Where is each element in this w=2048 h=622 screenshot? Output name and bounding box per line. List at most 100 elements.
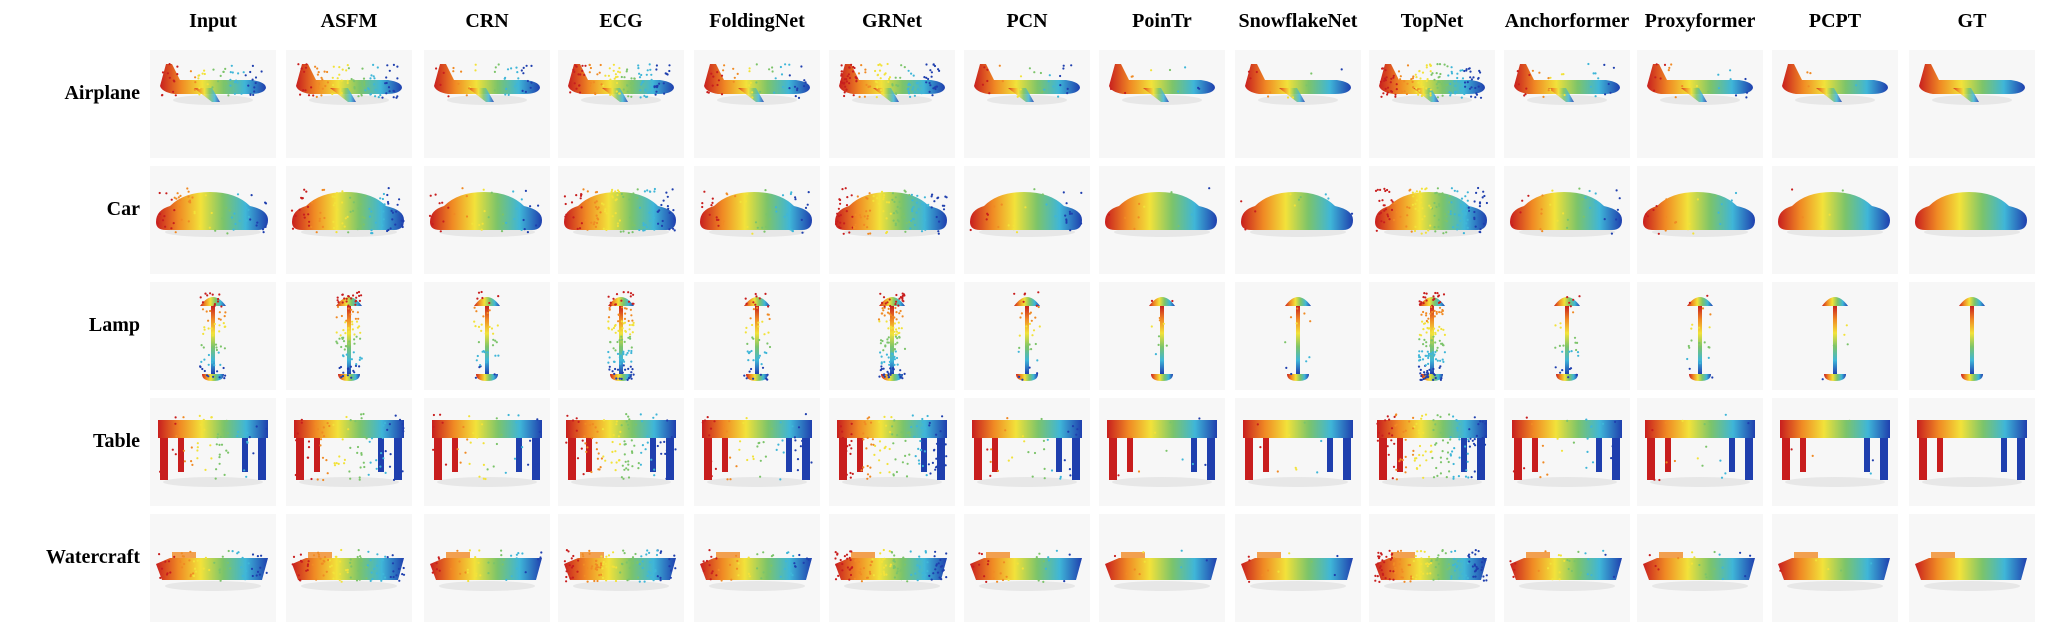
point-cloud-render (1245, 64, 1351, 105)
point-cloud-render (1510, 187, 1622, 237)
result-cell (694, 398, 820, 506)
result-cell (424, 166, 550, 274)
result-cell (1504, 282, 1630, 390)
result-cell (1099, 50, 1225, 158)
result-cell (694, 282, 820, 390)
result-cell (1504, 514, 1630, 622)
point-cloud-render (1643, 191, 1755, 237)
result-cell (964, 166, 1090, 274)
point-cloud-render (1149, 297, 1175, 381)
result-cell (558, 166, 684, 274)
point-cloud-render (1514, 62, 1620, 105)
result-cell (1369, 282, 1495, 390)
point-cloud-render (1105, 549, 1217, 591)
result-cell (1637, 166, 1763, 274)
result-cell (286, 166, 412, 274)
result-cell (150, 50, 276, 158)
point-cloud-render (1379, 63, 1485, 105)
point-cloud-render (199, 292, 227, 381)
point-cloud-render (837, 414, 948, 487)
point-cloud-render (1109, 64, 1215, 105)
point-cloud-render (1243, 420, 1353, 487)
result-cell (558, 282, 684, 390)
point-cloud-render (1915, 552, 2027, 591)
point-cloud-render (834, 187, 948, 237)
point-cloud-render (563, 549, 677, 591)
column-header: Anchorformer (1504, 10, 1630, 32)
result-cell (150, 166, 276, 274)
point-cloud-render (743, 292, 772, 381)
point-cloud-render (1013, 291, 1041, 381)
point-cloud-render (700, 189, 812, 237)
point-cloud-render (568, 63, 674, 105)
result-cell (694, 166, 820, 274)
point-cloud-render (1780, 419, 1890, 487)
result-cell (694, 514, 820, 622)
result-cell (964, 282, 1090, 390)
point-cloud-render (1821, 297, 1849, 381)
point-cloud-render (1241, 552, 1353, 591)
point-cloud-render (294, 412, 405, 487)
point-cloud-render (1645, 413, 1755, 487)
result-cell (1637, 514, 1763, 622)
point-cloud-render (160, 63, 266, 105)
point-cloud-render (1417, 291, 1446, 381)
result-cell (964, 398, 1090, 506)
point-cloud-render (1647, 63, 1753, 105)
column-header: PCN (1006, 10, 1048, 32)
result-cell (1235, 166, 1361, 274)
point-cloud-render (1915, 192, 2027, 237)
result-cell (424, 398, 550, 506)
point-cloud-render (428, 187, 542, 237)
point-cloud-render (434, 63, 540, 105)
point-cloud-render (1778, 188, 1890, 237)
point-cloud-render (335, 290, 363, 381)
point-cloud-render (1917, 420, 2027, 487)
result-cell (1099, 166, 1225, 274)
column-header: GT (1957, 10, 1987, 32)
result-cell (1772, 282, 1898, 390)
point-cloud-render (704, 63, 810, 105)
point-cloud-render (607, 291, 635, 381)
column-header: Input (189, 10, 237, 32)
result-cell (1772, 50, 1898, 158)
result-cell (1099, 282, 1225, 390)
result-cell (1909, 514, 2035, 622)
result-cell (1235, 282, 1361, 390)
point-cloud-render (432, 413, 542, 487)
point-cloud-render (156, 549, 268, 591)
point-cloud-render (1284, 297, 1312, 381)
result-cell (1637, 282, 1763, 390)
point-cloud-render (1778, 552, 1890, 591)
point-cloud-render (1107, 417, 1217, 487)
point-cloud-render (1959, 297, 1985, 381)
point-cloud-render (970, 549, 1082, 591)
result-cell (1909, 282, 2035, 390)
column-header: SnowflakeNet (1238, 10, 1358, 32)
column-header: FoldingNet (709, 10, 805, 32)
column-header: ASFM (320, 10, 378, 32)
result-cell (286, 398, 412, 506)
column-header: Proxyformer (1644, 10, 1756, 32)
result-cell (1504, 50, 1630, 158)
point-cloud-render (473, 290, 500, 381)
result-cell (1235, 514, 1361, 622)
result-cell (1235, 398, 1361, 506)
point-cloud-render (1105, 187, 1217, 237)
result-cell (1099, 514, 1225, 622)
result-cell (829, 398, 955, 506)
result-cell (1637, 50, 1763, 158)
point-cloud-render (1512, 416, 1622, 487)
result-cell (829, 282, 955, 390)
result-cell (558, 398, 684, 506)
result-cell (1772, 514, 1898, 622)
result-cell (1909, 398, 2035, 506)
result-cell (424, 514, 550, 622)
result-cell (1772, 398, 1898, 506)
row-header: Car (106, 198, 140, 220)
point-cloud-render (972, 417, 1082, 487)
point-cloud-render (834, 548, 948, 591)
result-cell (1369, 514, 1495, 622)
result-cell (829, 514, 955, 622)
